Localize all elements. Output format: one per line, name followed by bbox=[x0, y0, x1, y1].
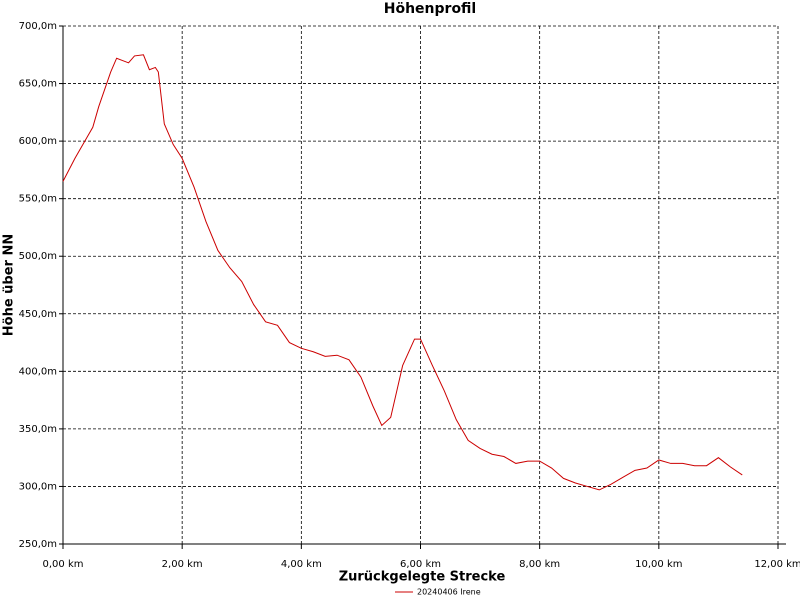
x-tick-label: 12,00 km bbox=[754, 559, 800, 570]
y-tick-label: 300,0m bbox=[19, 481, 57, 492]
y-tick-label: 700,0m bbox=[19, 21, 57, 32]
y-tick-label: 650,0m bbox=[19, 79, 57, 90]
line-series bbox=[62, 54, 743, 491]
y-tick-label: 500,0m bbox=[19, 251, 57, 262]
x-tick-label: 8,00 km bbox=[519, 559, 560, 570]
y-tick-label: 400,0m bbox=[19, 366, 57, 377]
x-tick-label: 0,00 km bbox=[43, 559, 84, 570]
y-tick-label: 250,0m bbox=[19, 539, 57, 550]
x-axis-title: Zurückgelegte Strecke bbox=[339, 570, 506, 585]
x-tick-label: 10,00 km bbox=[635, 559, 682, 570]
legend-label: 20240406 Irene bbox=[417, 588, 481, 597]
y-tick-label: 600,0m bbox=[19, 136, 57, 147]
x-tick-label: 4,00 km bbox=[281, 559, 322, 570]
y-tick-label: 350,0m bbox=[19, 424, 57, 435]
chart-title: Höhenprofil bbox=[384, 1, 476, 17]
x-tick-label: 6,00 km bbox=[400, 559, 441, 570]
y-axis-title: Höhe über NN bbox=[2, 234, 17, 336]
y-tick-label: 450,0m bbox=[19, 309, 57, 320]
y-tick-label: 550,0m bbox=[19, 194, 57, 205]
x-tick-label: 2,00 km bbox=[162, 559, 203, 570]
